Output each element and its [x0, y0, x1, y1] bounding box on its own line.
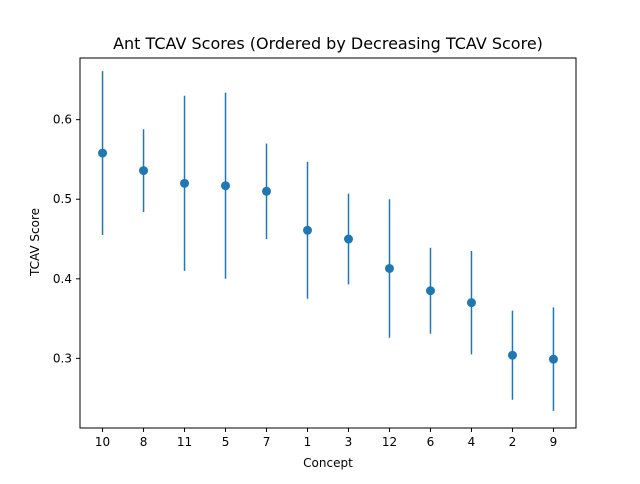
x-tick-label: 1 — [304, 435, 312, 449]
x-axis-label: Concept — [303, 456, 353, 470]
x-tick-label: 2 — [509, 435, 517, 449]
x-tick-label: 7 — [263, 435, 271, 449]
y-tick-label: 0.6 — [53, 113, 72, 127]
y-tick-label: 0.3 — [53, 351, 72, 365]
data-marks — [98, 71, 558, 411]
data-point — [139, 166, 149, 176]
x-tick-label: 3 — [345, 435, 353, 449]
y-tick-label: 0.4 — [53, 272, 72, 286]
x-tick-label: 10 — [95, 435, 110, 449]
data-point — [343, 234, 353, 244]
data-point — [180, 178, 190, 188]
data-point — [262, 186, 272, 196]
data-point — [384, 263, 394, 273]
y-axis-label: TCAV Score — [28, 208, 42, 277]
data-point — [303, 225, 313, 235]
x-tick-label: 6 — [427, 435, 435, 449]
x-tick-label: 11 — [177, 435, 192, 449]
chart-title: Ant TCAV Scores (Ordered by Decreasing T… — [113, 34, 543, 53]
y-tick-label: 0.5 — [53, 192, 72, 206]
data-point — [548, 354, 558, 364]
data-point — [425, 286, 435, 296]
plot-frame — [79, 57, 577, 429]
x-tick-label: 5 — [222, 435, 230, 449]
axis-ticks: 10 8 11 5 7 1 3 12 6 4 2 9 0.3 0.4 0.5 0.6 — [53, 113, 557, 449]
x-tick-label: 9 — [550, 435, 558, 449]
data-point — [98, 148, 108, 158]
x-tick-label: 12 — [382, 435, 397, 449]
x-tick-label: 4 — [468, 435, 476, 449]
data-point — [466, 298, 476, 308]
x-tick-label: 8 — [140, 435, 148, 449]
data-point — [221, 181, 231, 191]
data-point — [507, 350, 517, 360]
